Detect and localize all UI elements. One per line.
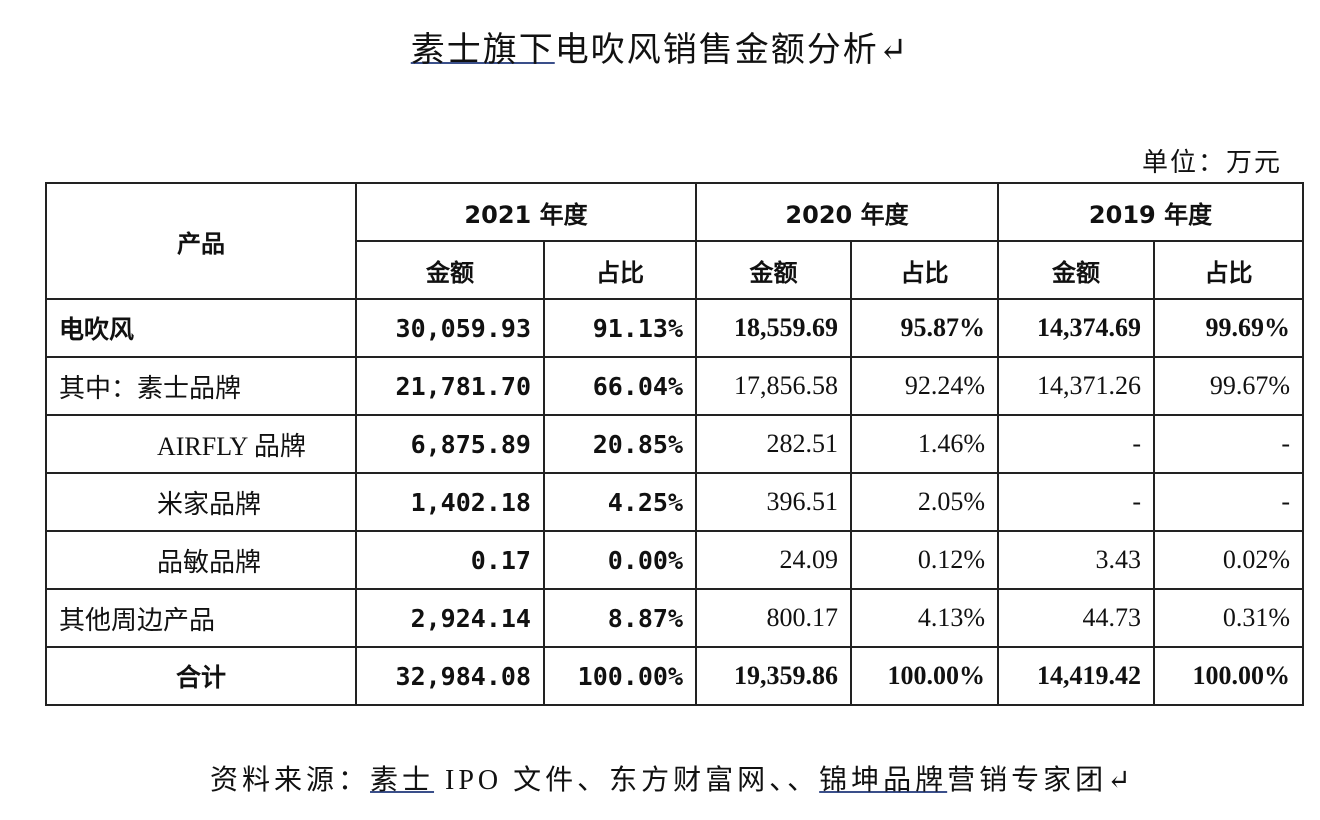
value-cell: 19,359.86 xyxy=(695,646,852,706)
header-row: 产品 2021 年度 2020 年度 2019 年度 xyxy=(45,182,1304,300)
source-part: 资料来源： xyxy=(210,765,371,796)
title: 素士旗下电吹风销售金额分析↵ xyxy=(0,22,1320,71)
value-cell: 44.73 xyxy=(997,588,1155,648)
value-cell: 32,984.08 xyxy=(355,646,545,706)
subheader: 占比 xyxy=(543,240,697,300)
value-cell: 1,402.18 xyxy=(355,472,545,532)
title-part: 素士旗下 xyxy=(410,32,555,69)
value-cell: - xyxy=(997,414,1155,474)
value-cell: 99.67% xyxy=(1153,356,1304,416)
data-row: 品敏品牌 0.17 0.00% 24.09 0.12% 3.43 0.02% xyxy=(45,530,1304,590)
value-cell: 100.00% xyxy=(850,646,999,706)
source-part: 素士 xyxy=(370,765,435,796)
value-cell: - xyxy=(1153,414,1304,474)
year-header: 2019 年度 xyxy=(997,182,1304,242)
value-cell: 20.85% xyxy=(543,414,697,474)
value-cell: 95.87% xyxy=(850,298,999,358)
product-name: 电吹风 xyxy=(45,298,357,358)
subheader-row: 金额 占比 金额 占比 金额 占比 xyxy=(46,240,1304,300)
value-cell: 100.00% xyxy=(1153,646,1304,706)
source-part: IPO 文件、东方财富网、、 xyxy=(434,765,820,796)
product-name: 其中：素士品牌 xyxy=(45,356,357,416)
value-cell: 0.17 xyxy=(355,530,545,590)
source-part: 锦坤品牌 xyxy=(819,765,948,796)
value-cell: 800.17 xyxy=(695,588,852,648)
data-row: 其中：素士品牌 21,781.70 66.04% 17,856.58 92.24% 14,… xyxy=(45,356,1304,416)
value-cell: 92.24% xyxy=(850,356,999,416)
value-cell: 396.51 xyxy=(695,472,852,532)
value-cell: 100.00% xyxy=(543,646,697,706)
subheader: 占比 xyxy=(850,240,999,300)
data-row: 米家品牌 1,402.18 4.25% 396.51 2.05% - - xyxy=(45,472,1304,532)
value-cell: 4.25% xyxy=(543,472,697,532)
value-cell: 30,059.93 xyxy=(355,298,545,358)
value-cell: 3.43 xyxy=(997,530,1155,590)
value-cell: - xyxy=(1153,472,1304,532)
source-part: 营销专家团↵ xyxy=(947,765,1135,796)
value-cell: 91.13% xyxy=(543,298,697,358)
product-name: 品敏品牌 xyxy=(45,530,357,590)
value-cell: 0.02% xyxy=(1153,530,1304,590)
value-cell: - xyxy=(997,472,1155,532)
data-row: 电吹风 30,059.93 91.13% 18,559.69 95.87% 14,374.… xyxy=(45,298,1304,358)
corner-header: 产品 xyxy=(45,182,357,300)
value-cell: 18,559.69 xyxy=(695,298,852,358)
sales-table: 产品 2021 年度 2020 年度 2019 年度 金额 占比 金额 占比 金额 占比 电吹风 30… xyxy=(45,182,1304,706)
subheader: 金额 xyxy=(355,240,545,300)
value-cell: 24.09 xyxy=(695,530,852,590)
value-cell: 21,781.70 xyxy=(355,356,545,416)
value-cell: 17,856.58 xyxy=(695,356,852,416)
data-row: AIRFLY 品牌 6,875.89 20.85% 282.51 1.46% - - xyxy=(45,414,1304,474)
value-cell: 99.69% xyxy=(1153,298,1304,358)
value-cell: 1.46% xyxy=(850,414,999,474)
value-cell: 0.12% xyxy=(850,530,999,590)
subheader: 占比 xyxy=(1153,240,1304,300)
value-cell: 0.00% xyxy=(543,530,697,590)
product-name: 米家品牌 xyxy=(45,472,357,532)
value-cell: 66.04% xyxy=(543,356,697,416)
value-cell: 2,924.14 xyxy=(355,588,545,648)
value-cell: 14,419.42 xyxy=(997,646,1155,706)
title-part: 电吹风销售金额分析↵ xyxy=(554,32,910,69)
value-cell: 14,371.26 xyxy=(997,356,1155,416)
subheader: 金额 xyxy=(695,240,852,300)
data-row: 合计 32,984.08 100.00% 19,359.86 100.00% 14,419… xyxy=(45,646,1304,706)
value-cell: 2.05% xyxy=(850,472,999,532)
unit-note: 单位：万元 xyxy=(1141,148,1282,177)
value-cell: 282.51 xyxy=(695,414,852,474)
source-note: 资料来源：素士 IPO 文件、东方财富网、、锦坤品牌营销专家团↵ xyxy=(210,758,1135,798)
data-row: 其他周边产品 2,924.14 8.87% 800.17 4.13% 44.73 0.31% xyxy=(45,588,1304,648)
year-header: 2021 年度 xyxy=(355,182,697,242)
value-cell: 4.13% xyxy=(850,588,999,648)
year-header: 2020 年度 xyxy=(695,182,999,242)
value-cell: 6,875.89 xyxy=(355,414,545,474)
product-name: 合计 xyxy=(45,646,357,706)
subheader: 金额 xyxy=(997,240,1155,300)
value-cell: 8.87% xyxy=(543,588,697,648)
value-cell: 14,374.69 xyxy=(997,298,1155,358)
product-name: AIRFLY 品牌 xyxy=(45,414,357,474)
value-cell: 0.31% xyxy=(1153,588,1304,648)
product-name: 其他周边产品 xyxy=(45,588,357,648)
